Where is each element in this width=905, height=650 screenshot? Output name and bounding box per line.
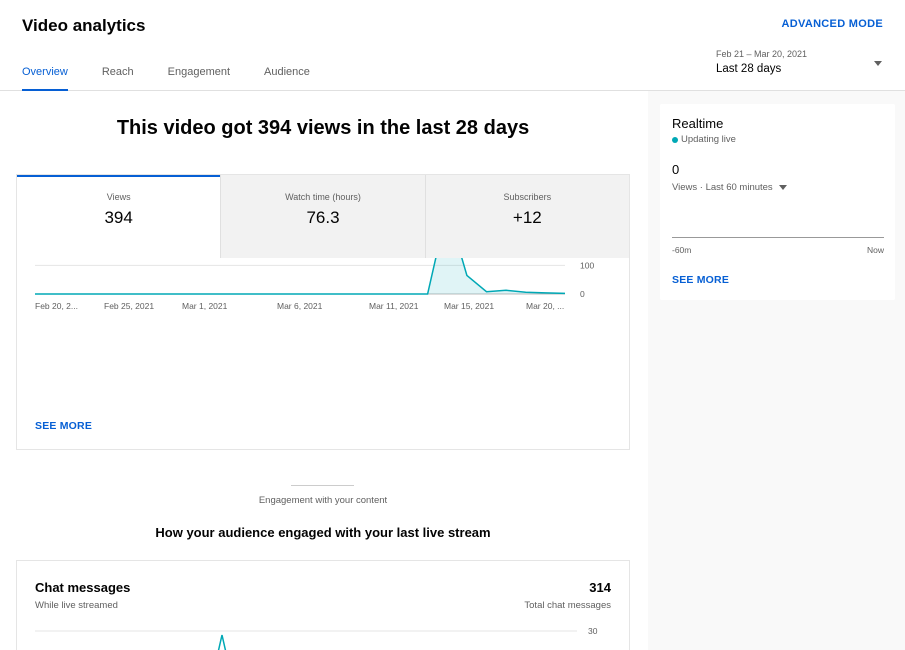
date-range-dropdown[interactable]: Feb 21 – Mar 20, 2021 Last 28 days xyxy=(716,49,884,79)
top-bar: Video analytics ADVANCED MODE Overview R… xyxy=(0,0,905,91)
tab-overview[interactable]: Overview xyxy=(22,66,68,91)
advanced-mode-button[interactable]: ADVANCED MODE xyxy=(781,18,883,30)
headline: This video got 394 views in the last 28 … xyxy=(116,117,530,139)
realtime-axis-line xyxy=(672,237,884,238)
realtime-card: Realtime Updating live 0 Views · Last 60… xyxy=(660,104,895,300)
realtime-subtitle: Views · Last 60 minutes xyxy=(672,182,773,193)
chat-series-line xyxy=(217,634,227,650)
x-tick-label: Mar 6, 2021 xyxy=(277,301,323,311)
realtime-metric-dropdown[interactable]: Views · Last 60 minutes xyxy=(672,182,787,193)
metric-value: +12 xyxy=(512,208,542,227)
chevron-down-icon xyxy=(874,61,882,66)
metric-value: 76.3 xyxy=(306,208,340,227)
realtime-axis-right: Now xyxy=(866,245,884,255)
metric-tab-subscribers[interactable]: Subscribers +12 xyxy=(424,175,629,258)
metric-label: Subscribers xyxy=(503,192,552,202)
views-card: Views 394 Watch time (hours) 76.3 Subscr… xyxy=(16,174,630,450)
metric-tab-views[interactable]: Views 394 xyxy=(17,175,221,258)
series-line xyxy=(35,258,566,295)
tab-audience[interactable]: Audience xyxy=(264,66,310,78)
realtime-title: Realtime xyxy=(672,116,724,131)
x-tick-label: Mar 15, 2021 xyxy=(444,301,494,311)
live-dot-icon xyxy=(672,136,678,143)
y-tick-label: 0 xyxy=(580,289,585,299)
chat-title: Chat messages xyxy=(35,580,131,595)
chat-subtitle: While live streamed xyxy=(35,600,118,611)
chat-messages-card: Chat messages While live streamed 314 To… xyxy=(16,560,630,650)
chevron-down-icon xyxy=(778,185,787,190)
x-tick-label: Mar 1, 2021 xyxy=(182,301,228,311)
x-tick-label: Feb 20, 2... xyxy=(35,301,78,311)
chat-total-label: Total chat messages xyxy=(524,600,611,611)
metric-value: 394 xyxy=(104,208,133,227)
tab-reach[interactable]: Reach xyxy=(101,66,134,78)
page-title: Video analytics xyxy=(22,16,146,35)
x-tick-label: Mar 20, ... xyxy=(526,301,564,311)
metric-label: Watch time (hours) xyxy=(285,192,361,202)
realtime-see-more-button[interactable]: SEE MORE xyxy=(672,274,730,286)
realtime-axis-left: -60m xyxy=(672,245,692,255)
date-period-text: Last 28 days xyxy=(716,63,782,75)
x-tick-label: Feb 25, 2021 xyxy=(104,301,154,311)
series-area xyxy=(35,258,565,294)
realtime-status: Updating live xyxy=(672,134,736,145)
metric-label: Views xyxy=(106,192,131,202)
see-more-button[interactable]: SEE MORE xyxy=(35,420,93,432)
engagement-title: How your audience engaged with your last… xyxy=(155,525,491,540)
tab-engagement[interactable]: Engagement xyxy=(167,66,231,78)
divider xyxy=(291,485,354,486)
chat-y-tick: 30 xyxy=(588,626,598,636)
x-tick-label: Mar 11, 2021 xyxy=(369,301,419,311)
metric-tab-watch-time[interactable]: Watch time (hours) 76.3 xyxy=(220,175,425,258)
realtime-value: 0 xyxy=(672,162,680,177)
date-range-text: Feb 21 – Mar 20, 2021 xyxy=(716,49,808,59)
main-panel: This video got 394 views in the last 28 … xyxy=(0,91,648,650)
chat-total-value: 314 xyxy=(589,580,611,595)
engagement-label: Engagement with your content xyxy=(258,495,388,506)
chat-chart: 30 xyxy=(35,626,598,650)
realtime-status-text: Updating live xyxy=(681,134,736,145)
y-tick-label: 100 xyxy=(580,260,594,270)
metric-tabs: Views 394 Watch time (hours) 76.3 Subscr… xyxy=(17,175,629,258)
tab-bar: Overview Reach Engagement Audience xyxy=(22,66,344,91)
